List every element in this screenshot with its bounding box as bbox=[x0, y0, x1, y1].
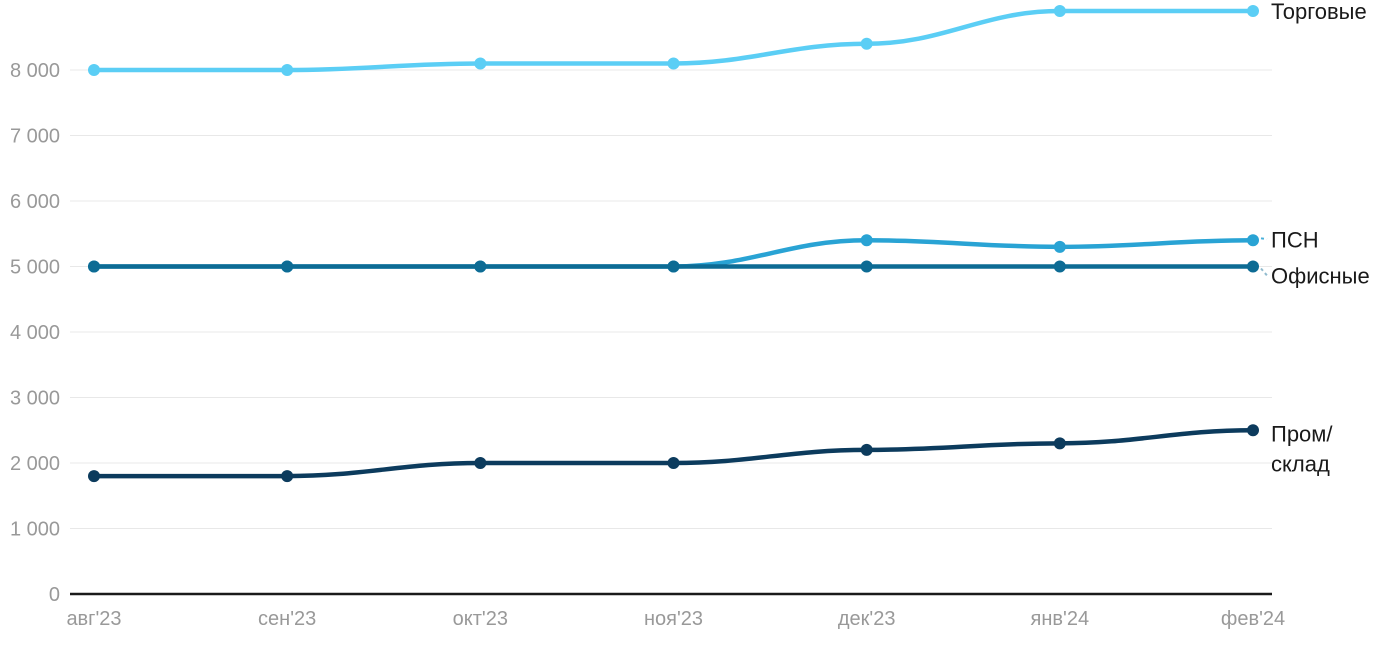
data-point-Торговые[interactable] bbox=[667, 57, 680, 70]
legend-label-Офисные: Офисные bbox=[1271, 264, 1370, 289]
data-point-ПСН[interactable] bbox=[860, 234, 873, 247]
data-point-ПСН[interactable] bbox=[1053, 240, 1066, 253]
legend-leader-line bbox=[1260, 237, 1268, 241]
x-tick-label: янв'24 bbox=[1031, 608, 1090, 630]
data-point-Пром/склад[interactable] bbox=[281, 470, 294, 483]
y-tick-label: 2 000 bbox=[10, 453, 60, 475]
legend-leader-line bbox=[1260, 267, 1268, 277]
data-point-Торговые[interactable] bbox=[860, 37, 873, 50]
data-point-Пром/склад[interactable] bbox=[88, 470, 100, 483]
data-point-Торговые[interactable] bbox=[1247, 5, 1259, 18]
series-line-Пром/склад[interactable] bbox=[91, 428, 1256, 479]
data-point-ПСН[interactable] bbox=[1247, 234, 1259, 247]
y-tick-label: 6 000 bbox=[10, 191, 60, 213]
legend-label-Торговые: Торговые bbox=[1271, 0, 1367, 24]
legend-label-Пром/склад: Пром/склад bbox=[1271, 421, 1333, 476]
data-point-Пром/склад[interactable] bbox=[860, 443, 873, 456]
y-tick-label: 0 bbox=[49, 584, 60, 606]
y-tick-label: 8 000 bbox=[10, 60, 60, 82]
data-point-Офисные[interactable] bbox=[474, 260, 487, 273]
data-point-Офисные[interactable] bbox=[1247, 260, 1259, 273]
data-point-Офисные[interactable] bbox=[667, 260, 680, 273]
data-point-Офисные[interactable] bbox=[88, 260, 100, 273]
data-point-Пром/склад[interactable] bbox=[474, 457, 487, 469]
x-tick-label: ноя'23 bbox=[644, 608, 703, 630]
data-point-Торговые[interactable] bbox=[474, 57, 487, 70]
data-point-Торговые[interactable] bbox=[281, 64, 294, 76]
data-point-Пром/склад[interactable] bbox=[1247, 424, 1259, 437]
data-point-Офисные[interactable] bbox=[860, 260, 873, 273]
data-point-Офисные[interactable] bbox=[281, 260, 294, 273]
x-tick-label: окт'23 bbox=[453, 608, 508, 630]
data-point-Офисные[interactable] bbox=[1053, 260, 1066, 273]
x-tick-label: дек'23 bbox=[838, 608, 896, 630]
x-tick-label: авг'23 bbox=[66, 608, 121, 630]
data-point-Пром/склад[interactable] bbox=[667, 457, 680, 469]
data-point-Пром/склад[interactable] bbox=[1053, 437, 1066, 450]
x-tick-label: сен'23 bbox=[258, 608, 316, 630]
data-point-Торговые[interactable] bbox=[1053, 5, 1066, 18]
legend-label-ПСН: ПСН bbox=[1271, 227, 1319, 252]
data-point-Торговые[interactable] bbox=[88, 64, 100, 76]
y-tick-label: 4 000 bbox=[10, 322, 60, 344]
x-tick-label: фев'24 bbox=[1221, 608, 1285, 630]
y-tick-label: 5 000 bbox=[10, 257, 60, 279]
y-tick-label: 1 000 bbox=[10, 519, 60, 541]
y-tick-label: 3 000 bbox=[10, 388, 60, 410]
y-tick-label: 7 000 bbox=[10, 126, 60, 148]
